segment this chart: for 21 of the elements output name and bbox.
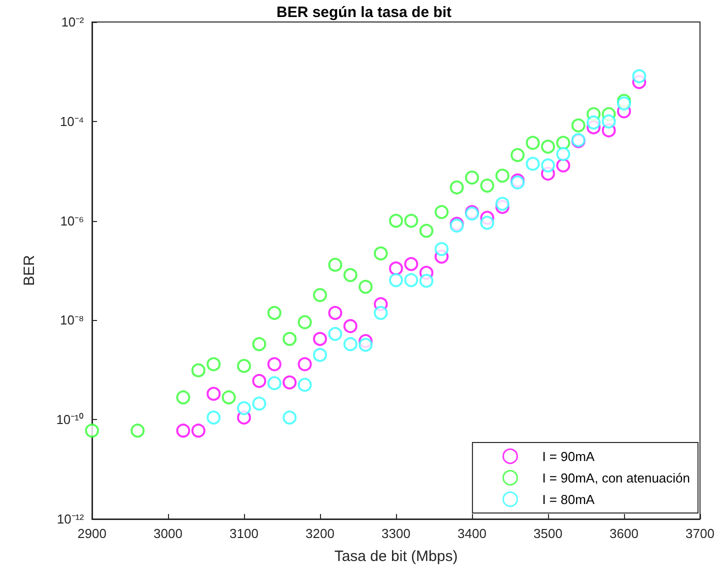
y-tick-label: 10⁻² bbox=[61, 14, 85, 30]
x-tick-label: 3000 bbox=[154, 526, 182, 541]
x-tick-label: 3400 bbox=[458, 526, 486, 541]
y-tick-label: 10⁻⁸ bbox=[60, 312, 84, 328]
y-tick-label: 10⁻¹² bbox=[56, 512, 85, 526]
x-axis-title: Tasa de bit (Mbps) bbox=[334, 548, 458, 565]
y-tick-label: 10⁻⁶ bbox=[60, 213, 84, 228]
legend-label: I = 90mA, con atenuación bbox=[542, 470, 690, 486]
legend-label: I = 90mA bbox=[542, 448, 595, 464]
legend-label: I = 80mA bbox=[542, 492, 595, 507]
chart-title: BER según la tasa de bit bbox=[276, 4, 452, 21]
x-tick-label: 3500 bbox=[534, 526, 562, 541]
x-tick-label: 3100 bbox=[230, 526, 258, 541]
y-tick-label: 10⁻⁴ bbox=[60, 114, 84, 129]
x-tick-label: 3700 bbox=[686, 526, 714, 541]
x-tick-label: 3200 bbox=[306, 526, 334, 541]
y-tick-label: 10⁻¹⁰ bbox=[56, 412, 84, 428]
x-tick-label: 2900 bbox=[78, 526, 106, 541]
x-tick-label: 3600 bbox=[610, 526, 638, 541]
x-tick-label: 3300 bbox=[382, 526, 410, 541]
y-axis-title: BER bbox=[21, 254, 38, 286]
